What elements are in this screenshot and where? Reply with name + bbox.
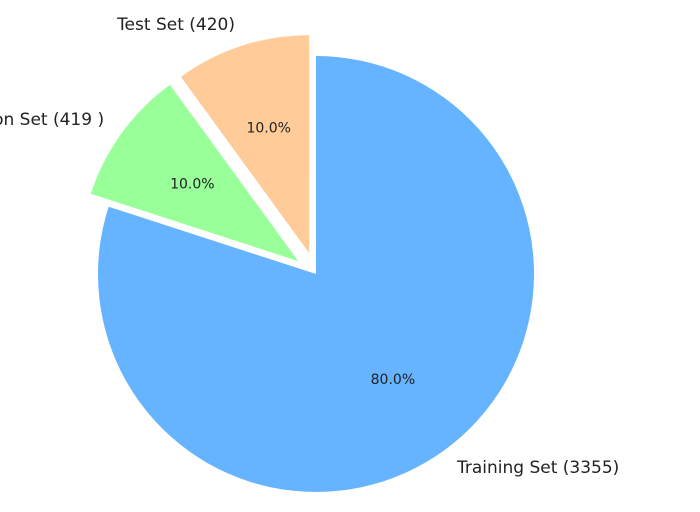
pie-slice-1 (90, 84, 299, 262)
pie-slice-2-category-label: Test Set (420) (116, 15, 235, 35)
pie-slice-0 (97, 56, 534, 492)
pie-slice-2-percent-label: 10.0% (246, 121, 290, 137)
pie-slice-0-percent-label: 80.0% (371, 372, 415, 388)
pie-slice-1-category-label: Validation Set (419 ) (0, 110, 104, 130)
pie-slice-1-percent-label: 10.0% (170, 176, 214, 192)
pie-slice-2 (180, 35, 310, 254)
pie-slice-0-category-label: Training Set (3355) (456, 458, 619, 478)
